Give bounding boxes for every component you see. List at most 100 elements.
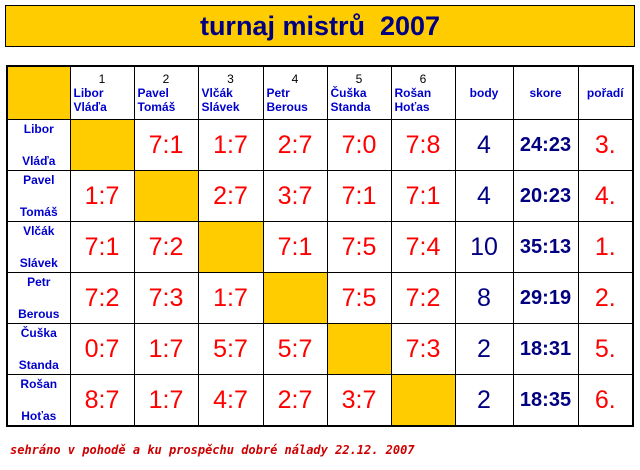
score-cell: 8:7 — [69, 374, 135, 427]
row-header: Pavel Tomáš — [6, 170, 71, 222]
header-row: 1 Libor Vláďa 2 Pavel Tomáš 3 Vlčák Slávek 4 Petr B… — [6, 65, 634, 120]
rank-cell: 1. — [577, 221, 634, 273]
player-name: Petr — [266, 85, 290, 100]
player-name: Rošan — [394, 85, 432, 100]
player-number: 2 — [162, 71, 170, 86]
score-cell: 7:4 — [390, 221, 456, 273]
last-name: Standa — [18, 358, 59, 372]
points-cell: 8 — [454, 272, 514, 324]
diagonal-cell — [69, 119, 135, 171]
row-header: Čuška Standa — [6, 323, 71, 375]
last-name: Berous — [18, 307, 60, 321]
rank-cell: 6. — [577, 374, 634, 427]
score-cell: 7:1 — [390, 170, 456, 222]
player-name: Hoťas — [394, 99, 430, 114]
score-cell: 5:7 — [197, 323, 264, 375]
player-name: Standa — [330, 99, 371, 114]
score-cell: 4:7 — [197, 374, 264, 427]
score-cell: 2:7 — [262, 374, 328, 427]
score-cell: 7:1 — [326, 170, 392, 222]
score-cell: 7:2 — [133, 221, 199, 273]
player-name: Čuška — [330, 85, 367, 100]
first-name: Vlčák — [23, 224, 55, 238]
score-cell: 7:3 — [390, 323, 456, 375]
player-name: Vlčák — [201, 85, 233, 100]
player-number: 5 — [355, 71, 363, 86]
body-header: body — [469, 86, 499, 100]
points-cell: 4 — [454, 119, 514, 171]
points-cell: 4 — [454, 170, 514, 222]
skore-cell: 35:13 — [512, 221, 579, 273]
player-number: 1 — [98, 71, 106, 86]
score-cell: 5:7 — [262, 323, 328, 375]
result-row: Libor Vláďa 7:1 1:7 2:7 7:0 7:8 4 24:23 3. — [6, 119, 634, 171]
player-number: 4 — [291, 71, 299, 86]
score-cell: 1:7 — [133, 374, 199, 427]
row-name: Petr Berous — [8, 275, 70, 321]
player-number: 6 — [419, 71, 427, 86]
footer: sehráno v pohodě a ku prospěchu dobré ná… — [10, 443, 415, 457]
score-cell: 3:7 — [262, 170, 328, 222]
player-name: Libor — [73, 85, 104, 100]
diagonal-cell — [390, 374, 456, 427]
score-cell: 3:7 — [326, 374, 392, 427]
score-cell: 1:7 — [197, 272, 264, 324]
diagonal-cell — [133, 170, 199, 222]
result-row: Pavel Tomáš 1:7 2:7 3:7 7:1 7:1 4 20:23 4. — [6, 170, 634, 222]
row-header: Vlčák Slávek — [6, 221, 71, 273]
row-name: Pavel Tomáš — [8, 173, 70, 219]
player-number: 3 — [227, 71, 234, 86]
player-name: Tomáš — [137, 99, 176, 114]
player-name: Berous — [266, 99, 308, 114]
player-header: 2 Pavel Tomáš — [133, 65, 199, 120]
rank-cell: 4. — [577, 170, 634, 222]
rank-cell: 5. — [577, 323, 634, 375]
poradi-header: pořadí — [586, 86, 624, 100]
player-header: 1 Libor Vláďa — [69, 65, 135, 120]
rank-cell: 2. — [577, 272, 634, 324]
player-header: 3 Vlčák Slávek — [197, 65, 264, 120]
row-header: Rošan Hoťas — [6, 374, 71, 427]
corner-cell — [6, 65, 71, 120]
column-header: skore — [512, 65, 579, 120]
player-name: Vláďa — [73, 99, 107, 114]
first-name: Čuška — [20, 326, 57, 340]
last-name: Hoťas — [21, 409, 57, 423]
player-name: Slávek — [201, 99, 240, 114]
skore-cell: 29:19 — [512, 272, 579, 324]
skore-cell: 18:35 — [512, 374, 579, 427]
points-cell: 2 — [454, 374, 514, 427]
score-cell: 7:3 — [133, 272, 199, 324]
rank-cell: 3. — [577, 119, 634, 171]
score-cell: 7:2 — [390, 272, 456, 324]
result-row: Vlčák Slávek 7:1 7:2 7:1 7:5 7:4 10 35:13 1. — [6, 221, 634, 273]
column-header: pořadí — [577, 65, 634, 120]
skore-cell: 24:23 — [512, 119, 579, 171]
score-cell: 2:7 — [197, 170, 264, 222]
score-cell: 7:1 — [69, 221, 135, 273]
player-header: 5 Čuška Standa — [326, 65, 392, 120]
row-name: Vlčák Slávek — [8, 224, 70, 270]
skore-cell: 18:31 — [512, 323, 579, 375]
row-name: Libor Vláďa — [8, 122, 70, 168]
score-cell: 7:8 — [390, 119, 456, 171]
points-cell: 2 — [454, 323, 514, 375]
title: turnaj mistrů 2007 — [5, 5, 635, 47]
result-row: Rošan Hoťas 8:7 1:7 4:7 2:7 3:7 2 18:35 6. — [6, 374, 634, 427]
first-name: Libor — [23, 122, 54, 136]
score-cell: 7:1 — [262, 221, 328, 273]
first-name: Pavel — [23, 173, 55, 187]
score-cell: 7:5 — [326, 272, 392, 324]
first-name: Petr — [27, 275, 51, 289]
results-table: 1 Libor Vláďa 2 Pavel Tomáš 3 Vlčák Slávek 4 Petr B… — [6, 65, 634, 427]
player-header: 6 Rošan Hoťas — [390, 65, 456, 120]
score-cell: 7:0 — [326, 119, 392, 171]
score-cell: 7:5 — [326, 221, 392, 273]
score-cell: 1:7 — [133, 323, 199, 375]
points-cell: 10 — [454, 221, 514, 273]
row-header: Libor Vláďa — [6, 119, 71, 171]
last-name: Tomáš — [19, 205, 58, 219]
diagonal-cell — [197, 221, 264, 273]
skore-cell: 20:23 — [512, 170, 579, 222]
